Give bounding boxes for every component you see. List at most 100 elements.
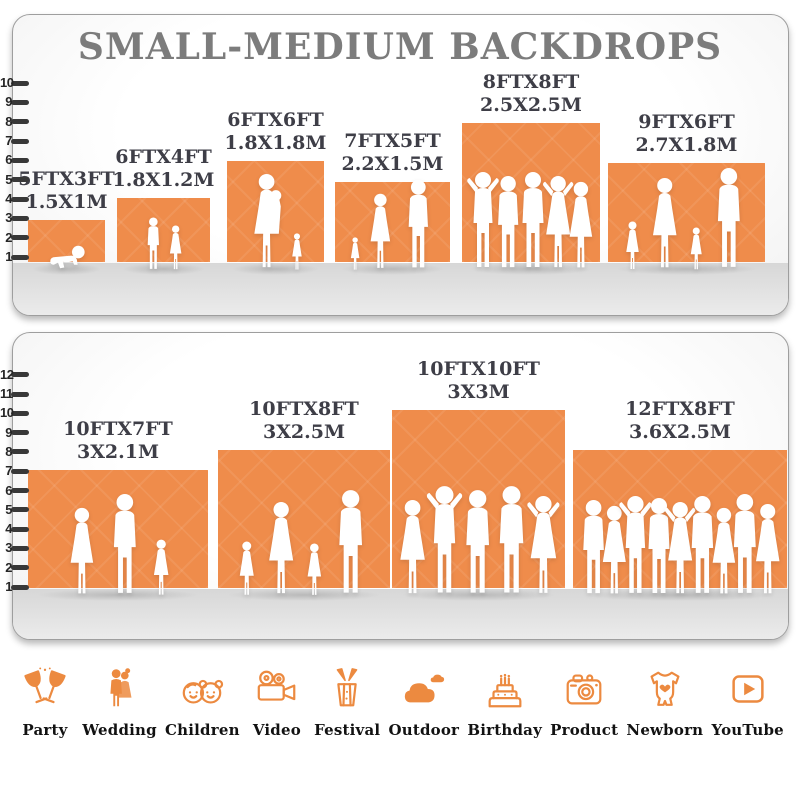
- outdoor-icon: [401, 664, 447, 714]
- category-video: Video: [248, 664, 306, 739]
- ruler-number: 4: [5, 191, 12, 206]
- ruler-tick: [11, 468, 29, 474]
- children-icon: [179, 664, 225, 714]
- silhouette-female: [149, 539, 173, 597]
- category-row: Party Wedding: [16, 664, 784, 739]
- backdrop-size-label: 6FTX6FT 1.8X1.8M: [224, 109, 327, 154]
- backdrop-size-label: 7FTX5FT 2.2X1.5M: [341, 130, 444, 175]
- silhouette-female: [562, 181, 600, 271]
- silhouette-armsupf: [522, 495, 565, 597]
- silhouette-male: [328, 489, 373, 597]
- backdrop-size-label: 9FTX6FT 2.7X1.8M: [635, 111, 738, 156]
- backdrop-bar: [335, 182, 450, 262]
- ruler-number: 1: [5, 579, 12, 594]
- ruler-tick: [11, 391, 29, 397]
- silhouette-group: [335, 179, 450, 271]
- ruler-number: 3: [5, 210, 12, 226]
- newborn-icon: [642, 664, 688, 714]
- silhouette-group: [28, 243, 105, 271]
- party-icon: [22, 664, 68, 714]
- category-newborn: Newborn: [626, 664, 703, 739]
- ruler-tick: [11, 507, 29, 513]
- youtube-icon: [725, 664, 771, 714]
- silhouette-female: [645, 177, 684, 271]
- wedding-icon: [97, 664, 143, 714]
- ruler-tick: [11, 80, 29, 86]
- silhouette-group: [218, 489, 390, 597]
- ruler-number: 9: [5, 424, 12, 440]
- category-festival: Festival: [314, 664, 380, 739]
- silhouette-baby: [44, 243, 89, 271]
- category-birthday: Birthday: [467, 664, 542, 739]
- birthday-icon: [482, 664, 528, 714]
- ruler-number: 2: [5, 559, 12, 575]
- silhouette-group: [462, 171, 600, 271]
- category-youtube: YouTube: [711, 664, 784, 739]
- backdrop-size-label: 12FTX8FT 3.6X2.5M: [625, 398, 735, 443]
- ruler-tick: [11, 372, 29, 378]
- category-label: Product: [550, 721, 619, 739]
- silhouette-group: [608, 167, 765, 271]
- product-icon: [561, 664, 607, 714]
- ruler-tick: [11, 235, 29, 241]
- silhouette-male: [707, 167, 751, 271]
- silhouette-male: [103, 493, 147, 597]
- figure-shadow: [31, 263, 102, 275]
- ruler-tick: [11, 138, 29, 144]
- backdrop-size-label: 10FTX10FT 3X3M: [417, 358, 540, 403]
- ruler-number: 4: [5, 521, 12, 537]
- silhouette-female: [348, 237, 362, 271]
- floor-strip: [13, 263, 788, 315]
- backdrop-bar: [28, 220, 105, 262]
- silhouette-female: [303, 543, 326, 597]
- category-label: Party: [22, 721, 68, 739]
- category-label: Newborn: [626, 721, 704, 739]
- silhouette-female: [622, 221, 643, 271]
- ruler-number: 5: [5, 501, 12, 517]
- category-label: Outdoor: [388, 721, 460, 739]
- category-label: YouTube: [711, 721, 784, 739]
- figure-shadow: [615, 263, 758, 275]
- ruler-tick: [11, 157, 29, 163]
- backdrop-size-label: 5FTX3FT 1.5X1M: [18, 168, 115, 213]
- category-wedding: Wedding: [82, 664, 157, 739]
- page-title: SMALL-MEDIUM BACKDROPS: [77, 26, 723, 68]
- ruler-number: 7: [5, 133, 12, 149]
- ruler-tick: [11, 410, 29, 416]
- figure-shadow: [226, 589, 382, 601]
- ruler-number: 11: [0, 386, 13, 401]
- silhouette-male: [142, 217, 165, 271]
- ruler-number: 5: [5, 171, 12, 187]
- ruler-number: 12: [0, 366, 14, 382]
- backdrop-bar: [117, 198, 210, 262]
- ruler-number: 9: [5, 94, 12, 110]
- ruler-number: 1: [5, 249, 12, 264]
- category-product: Product: [550, 664, 618, 739]
- ruler-number: 8: [5, 443, 12, 459]
- silhouette-female: [748, 503, 787, 597]
- figure-shadow: [121, 263, 206, 275]
- backdrop-size-label: 10FTX7FT 3X2.1M: [63, 418, 173, 463]
- figure-shadow: [231, 263, 320, 275]
- silhouette-female: [364, 193, 397, 271]
- ruler-tick: [11, 196, 29, 202]
- ruler-tick: [11, 565, 29, 571]
- ruler-number: 6: [5, 482, 12, 498]
- category-label: Festival: [314, 721, 381, 739]
- video-icon: [254, 664, 300, 714]
- ruler-tick: [11, 254, 29, 260]
- silhouette-female: [289, 233, 305, 271]
- ruler-tick: [11, 119, 29, 125]
- ruler-tick: [11, 177, 29, 183]
- ruler-tick: [11, 215, 29, 221]
- ruler-tick: [11, 430, 29, 436]
- ruler-number: 8: [5, 113, 12, 129]
- silhouette-female: [63, 507, 101, 597]
- silhouette-female: [166, 225, 185, 271]
- category-label: Birthday: [467, 721, 542, 739]
- category-label: Wedding: [82, 721, 157, 739]
- silhouette-female: [235, 541, 259, 597]
- ruler-tick: [11, 545, 29, 551]
- figure-shadow: [468, 263, 594, 275]
